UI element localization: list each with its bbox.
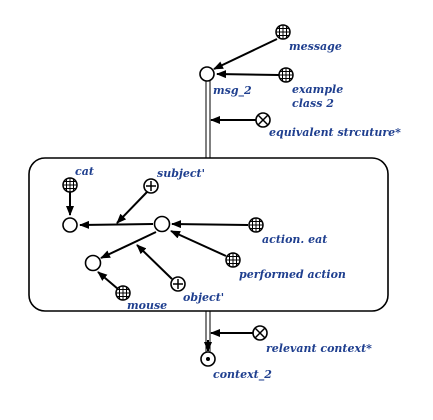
edges: [66, 38, 280, 352]
label-performed-action: performed action: [239, 268, 346, 281]
edge-center-to-left: [79, 220, 154, 229]
edge-message-to-msg2: [213, 38, 278, 70]
label-subject: subject': [157, 167, 205, 180]
node-equivalent-x-circle-icon: [255, 112, 271, 128]
node-left-open-circle-icon: [62, 217, 78, 233]
node-cat-grid-icon: [62, 177, 78, 193]
node-relevant-context-x-circle-icon: [252, 325, 268, 341]
label-mouse: mouse: [127, 299, 167, 312]
container-box: [28, 157, 389, 312]
node-performed-action-grid-icon: [225, 252, 241, 268]
label-equivalent: equivalent strcuture*: [269, 126, 401, 139]
node-action-eat-grid-icon: [248, 217, 264, 233]
edge-performed-to-center: [170, 230, 227, 257]
edge-example-to-msg2: [216, 70, 280, 79]
edge-actioneat-to-center: [171, 220, 249, 229]
node-example-class-grid-icon: [278, 67, 294, 83]
label-object: object': [183, 291, 224, 304]
label-example-class-line1: example: [292, 83, 343, 96]
node-mouse-parent-open-circle-icon: [84, 254, 102, 272]
label-action-eat: action. eat: [262, 233, 327, 246]
node-object-plus-circle-icon: [170, 276, 186, 292]
node-center-open-circle-icon: [153, 215, 171, 233]
edge-subject-to-line: [116, 191, 148, 224]
label-cat: cat: [75, 165, 94, 178]
edge-center-to-mouse: [100, 231, 157, 259]
node-message-grid-icon: [275, 24, 291, 40]
label-message: message: [289, 40, 342, 53]
label-relevant-context: relevant context*: [266, 342, 372, 355]
node-mouse-grid-icon: [115, 285, 131, 301]
edge-object-to-line: [136, 244, 173, 280]
label-context2: context_2: [213, 368, 272, 382]
node-msg2-open-circle-icon: [199, 66, 215, 82]
pipe-connector-top: [205, 81, 211, 158]
edge-mouse-from-node: [97, 271, 119, 290]
node-context2-dot-circle-icon: [200, 351, 216, 367]
label-msg2: msg_2: [213, 84, 252, 98]
node-subject-plus-circle-icon: [143, 178, 159, 194]
label-example-class-line2: class 2: [292, 97, 334, 110]
